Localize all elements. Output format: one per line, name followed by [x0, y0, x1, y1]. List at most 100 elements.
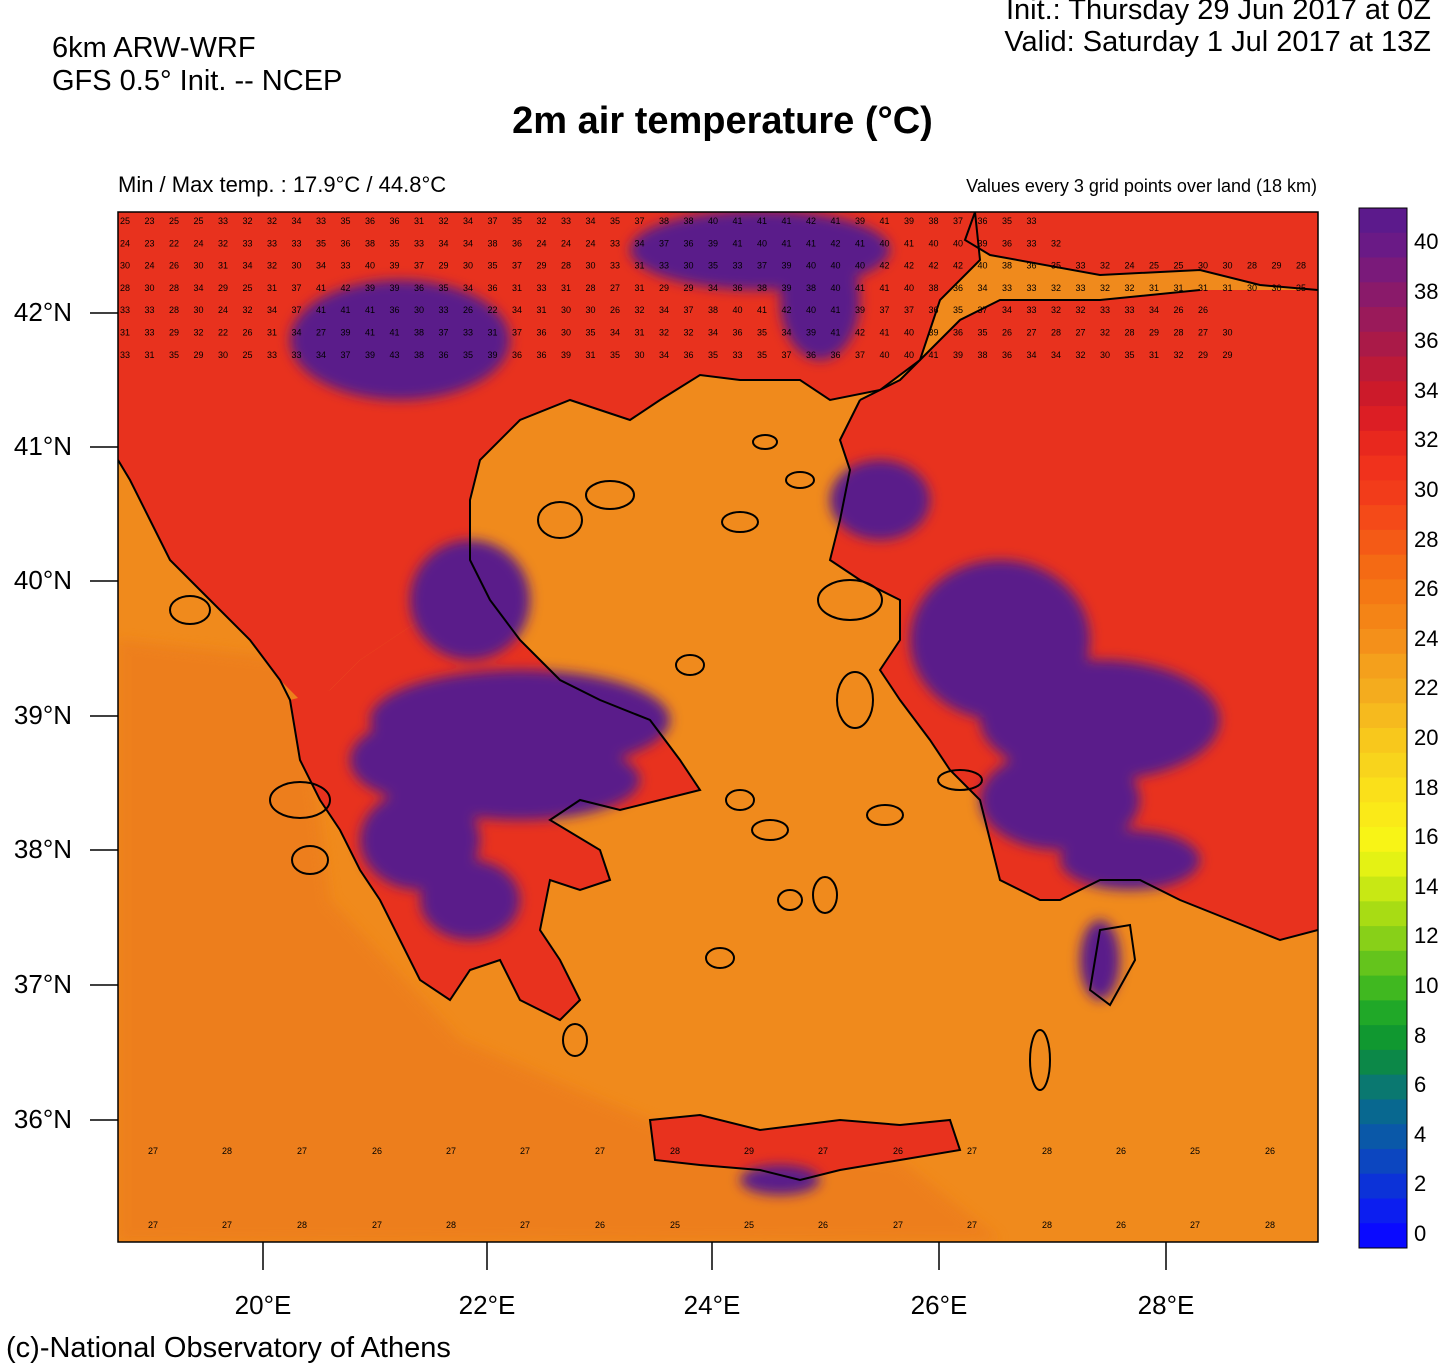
grid-value: 40 — [880, 238, 890, 248]
grid-value: 33 — [1076, 261, 1086, 271]
grid-value: 35 — [1125, 350, 1135, 360]
colorbar-frame — [1358, 207, 1408, 1249]
grid-value: 35 — [978, 328, 988, 338]
lon-label-20: 20°E — [234, 1290, 292, 1320]
grid-value: 26 — [1198, 305, 1208, 315]
sea-value: 27 — [967, 1146, 977, 1156]
grid-value: 32 — [1051, 305, 1061, 315]
grid-value: 32 — [659, 328, 669, 338]
grid-value: 31 — [537, 305, 547, 315]
grid-value: 36 — [929, 305, 939, 315]
grid-value: 39 — [390, 261, 400, 271]
sea-value: 28 — [297, 1220, 307, 1230]
grid-value: 28 — [169, 305, 179, 315]
grid-value: 33 — [292, 238, 302, 248]
sea-value: 27 — [446, 1146, 456, 1156]
colorbar-bin — [1359, 1025, 1407, 1051]
grid-value: 34 — [439, 238, 449, 248]
grid-value: 34 — [292, 328, 302, 338]
grid-value: 31 — [1223, 283, 1233, 293]
grid-value: 24 — [145, 261, 155, 271]
grid-value: 34 — [978, 283, 988, 293]
grid-value: 29 — [1223, 350, 1233, 360]
grid-value: 27 — [1076, 328, 1086, 338]
grid-value: 41 — [880, 328, 890, 338]
grid-value: 43 — [390, 350, 400, 360]
grid-value: 25 — [243, 283, 253, 293]
grid-value: 38 — [488, 238, 498, 248]
grid-value: 37 — [488, 216, 498, 226]
sea-value: 26 — [1116, 1146, 1126, 1156]
grid-value: 36 — [390, 216, 400, 226]
lat-label-39: 39°N — [13, 700, 72, 730]
grid-value: 34 — [512, 305, 522, 315]
coastlines — [118, 212, 1318, 1182]
grid-value: 31 — [218, 261, 228, 271]
grid-value: 32 — [267, 261, 277, 271]
grid-value: 29 — [659, 283, 669, 293]
colorbar-bin — [1359, 480, 1407, 506]
grid-value: 36 — [831, 350, 841, 360]
grid-value: 36 — [439, 350, 449, 360]
sea-value: 26 — [893, 1146, 903, 1156]
colorbar-label: 24 — [1414, 625, 1439, 651]
grid-value: 30 — [414, 305, 424, 315]
colorbar-label: 40 — [1414, 229, 1439, 254]
grid-value: 28 — [1125, 328, 1135, 338]
model-info: 6km ARW-WRF GFS 0.5° Init. -- NCEP — [52, 32, 342, 98]
grid-value: 41 — [782, 238, 792, 248]
grid-value: 39 — [978, 238, 988, 248]
grid-value: 28 — [169, 283, 179, 293]
colorbar-bin — [1359, 703, 1407, 729]
colorbar-bin — [1359, 975, 1407, 1001]
grid-value: 29 — [439, 261, 449, 271]
grid-value: 40 — [929, 238, 939, 248]
grid-value: 36 — [1002, 350, 1012, 360]
grid-value: 32 — [1100, 328, 1110, 338]
grid-value: 38 — [365, 238, 375, 248]
grid-value: 32 — [439, 216, 449, 226]
grid-value: 36 — [806, 350, 816, 360]
grid-value: 32 — [218, 238, 228, 248]
grid-value: 27 — [1027, 328, 1037, 338]
grid-value: 30 — [1100, 350, 1110, 360]
grid-value: 25 — [1149, 261, 1159, 271]
grid-value: 32 — [243, 216, 253, 226]
grid-value: 28 — [586, 283, 596, 293]
grid-value: 33 — [120, 350, 130, 360]
colorbar-bin — [1359, 1198, 1407, 1224]
grid-value: 41 — [904, 238, 914, 248]
grid-value: 22 — [169, 238, 179, 248]
grid-value: 41 — [390, 328, 400, 338]
grid-value: 31 — [1149, 283, 1159, 293]
grid-value: 42 — [855, 328, 865, 338]
grid-value: 26 — [610, 305, 620, 315]
colorbar-bin — [1359, 406, 1407, 432]
grid-value: 32 — [1051, 283, 1061, 293]
sea-value: 25 — [1190, 1146, 1200, 1156]
sea-value: 25 — [744, 1220, 754, 1230]
grid-value: 32 — [1051, 238, 1061, 248]
colorbar — [1359, 208, 1407, 1249]
grid-value: 40 — [708, 216, 718, 226]
colorbar-bin — [1359, 752, 1407, 779]
axis-ticks — [90, 312, 1167, 1270]
model-init-source: GFS 0.5° Init. -- NCEP — [52, 65, 343, 97]
grid-value: 26 — [1174, 305, 1184, 315]
grid-value: 33 — [1027, 238, 1037, 248]
grid-value: 38 — [757, 283, 767, 293]
grid-value: 33 — [1100, 305, 1110, 315]
colorbar-label: 4 — [1414, 1121, 1427, 1147]
init-time: Init.: Thursday 29 Jun 2017 at 0Z — [1005, 0, 1431, 26]
grid-value: 27 — [1198, 328, 1208, 338]
grid-value: 35 — [708, 261, 718, 271]
grid-value: 28 — [120, 283, 130, 293]
grid-value: 26 — [463, 305, 473, 315]
grid-value: 33 — [243, 238, 253, 248]
grid-value: 39 — [341, 328, 351, 338]
grid-value: 33 — [1125, 305, 1135, 315]
colorbar-bin — [1359, 876, 1407, 902]
grid-value: 30 — [586, 305, 596, 315]
grid-value: 36 — [365, 216, 375, 226]
grid-value: 42 — [904, 261, 914, 271]
